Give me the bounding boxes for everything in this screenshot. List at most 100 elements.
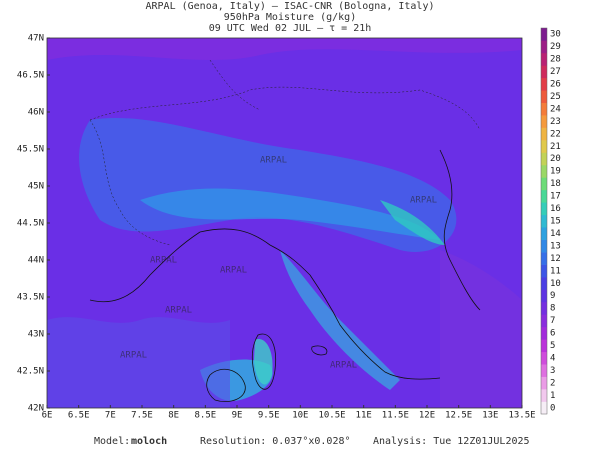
colorbar-label: 3 (550, 366, 555, 376)
lon-label: 6.5E (68, 411, 90, 421)
colorbar-label: 12 (550, 254, 561, 264)
lon-label: 10E (292, 411, 308, 421)
watermark: ARPAL (165, 306, 192, 316)
colorbar-swatch (541, 202, 547, 216)
colorbar-label: 23 (550, 117, 561, 127)
colorbar-swatch (541, 40, 547, 54)
lon-label: 11.5E (382, 411, 409, 421)
footer-model: moloch (131, 436, 167, 447)
colorbar-label: 6 (550, 329, 555, 339)
header-line: ARPAL (Genoa, Italy) – ISAC-CNR (Bologna… (146, 1, 435, 12)
colorbar-swatch (541, 127, 547, 141)
colorbar-label: 7 (550, 316, 555, 326)
colorbar-label: 24 (550, 104, 561, 114)
colorbar-label: 16 (550, 204, 561, 214)
colorbar-label: 2 (550, 378, 555, 388)
lon-label: 8E (168, 411, 179, 421)
colorbar-swatch (541, 177, 547, 191)
colorbar-label: 21 (550, 142, 561, 152)
colorbar: 0123456789101112131415161718192021222324… (540, 27, 561, 415)
colorbar-label: 1 (550, 391, 555, 401)
colorbar-swatch (541, 102, 547, 116)
colorbar-swatch (541, 326, 547, 340)
colorbar-label: 14 (550, 229, 561, 239)
field-patch (280, 250, 400, 390)
colorbar-swatch (541, 239, 547, 253)
colorbar-swatch (541, 264, 547, 278)
colorbar-label: 10 (550, 279, 561, 289)
colorbar-swatch (541, 90, 547, 104)
colorbar-swatch (541, 389, 547, 402)
watermark: ARPAL (220, 266, 247, 276)
colorbar-swatch (541, 289, 547, 303)
colorbar-swatch (541, 351, 547, 365)
lon-label: 9E (232, 411, 243, 421)
colorbar-label: 17 (550, 192, 561, 202)
lat-label: 42N (28, 404, 44, 414)
colorbar-label: 29 (550, 42, 561, 52)
colorbar-label: 20 (550, 154, 561, 164)
colorbar-label: 27 (550, 67, 561, 77)
lon-label: 8.5E (194, 411, 216, 421)
colorbar-label: 4 (550, 353, 555, 363)
colorbar-swatch (541, 376, 547, 390)
coastlines (89, 149, 481, 402)
colorbar-label: 30 (550, 30, 561, 40)
colorbar-label: 25 (550, 92, 561, 102)
watermark: ARPAL (120, 351, 147, 361)
colorbar-swatch (541, 227, 547, 240)
footer-resolution: Resolution: 0.037°x0.028° (200, 436, 351, 447)
lat-label: 46N (28, 108, 44, 118)
field-patch (47, 38, 522, 60)
colorbar-label: 9 (550, 291, 555, 301)
colorbar-swatch (541, 277, 547, 290)
lon-label: 12E (419, 411, 435, 421)
colorbar-swatch (541, 164, 547, 178)
lon-label: 7.5E (131, 411, 153, 421)
watermark: ARPAL (150, 256, 177, 266)
axis-labels: 47N 46.5N 46N 45.5N 45N 44.5N 44N 43.5N 43N 42.5N… (17, 34, 536, 421)
lat-label: 42.5N (17, 367, 44, 377)
colorbar-frame (540, 27, 548, 415)
colorbar-label: 8 (550, 304, 555, 314)
map-field (47, 38, 522, 408)
colorbar-swatch (541, 301, 547, 315)
lat-label: 43N (28, 330, 44, 340)
colorbar-swatch (541, 214, 547, 228)
colorbar-label: 26 (550, 80, 561, 90)
colorbar-label: 18 (550, 179, 561, 189)
colorbar-label: 5 (550, 341, 555, 351)
colorbar-swatch (541, 65, 547, 79)
watermark: ARPAL (410, 196, 437, 206)
colorbar-label: 0 (550, 403, 555, 413)
lon-label: 13E (482, 411, 498, 421)
header-line: 09 UTC Wed 02 JUL – τ = 21h (209, 23, 372, 34)
field-patch (254, 339, 273, 385)
colorbar-swatch (541, 252, 547, 265)
lon-label: 13.5E (508, 411, 535, 421)
colorbar-swatch (541, 314, 547, 328)
lat-label: 43.5N (17, 293, 44, 303)
lon-label: 12.5E (445, 411, 472, 421)
colorbar-swatch (541, 152, 547, 166)
colorbar-label: 15 (550, 217, 561, 227)
colorbar-swatch (541, 401, 547, 415)
colorbar-swatch (541, 339, 547, 353)
lon-label: 11E (356, 411, 372, 421)
colorbar-swatch (541, 364, 547, 377)
lat-label: 46.5N (17, 71, 44, 81)
colorbar-label: 28 (550, 55, 561, 65)
colorbar-swatch (541, 28, 547, 41)
lat-label: 47N (28, 34, 44, 44)
footer-label: Model: (94, 436, 130, 447)
field-patch (380, 200, 445, 245)
colorbar-swatch (541, 140, 547, 153)
colorbar-swatch (541, 189, 547, 203)
borders (89, 59, 481, 246)
lon-label: 7E (105, 411, 116, 421)
lat-label: 44.5N (17, 219, 44, 229)
colorbar-label: 13 (550, 241, 561, 251)
footer-analysis: Analysis: Tue 12Z01JUL2025 (373, 436, 530, 447)
colorbar-swatch (541, 52, 547, 66)
